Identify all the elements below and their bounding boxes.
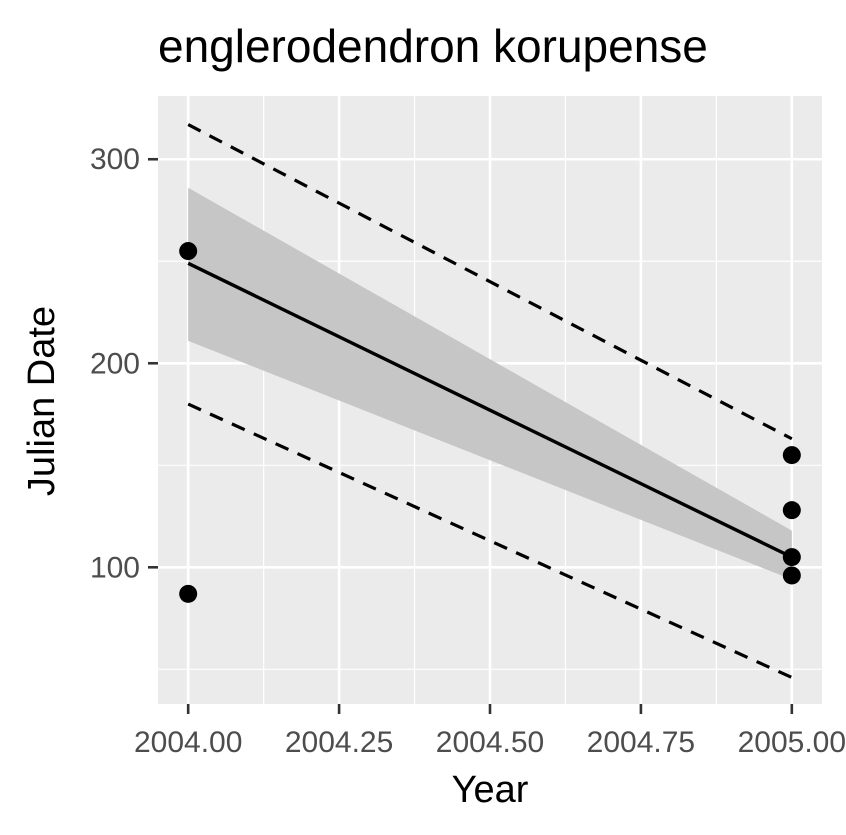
data-point [782, 566, 801, 585]
plot-panel [158, 96, 822, 704]
y-tick-label: 300 [90, 143, 140, 176]
x-tick-label: 2004.25 [285, 726, 393, 759]
prediction-lower-line [187, 402, 793, 679]
chart-title: englerodendron korupense [158, 20, 708, 72]
x-tick-label: 2004.00 [134, 726, 242, 759]
data-point [179, 242, 198, 261]
y-axis-ticks: 100 200 300 [90, 143, 158, 584]
fit-line [187, 261, 793, 559]
x-tick-label: 2004.75 [587, 726, 695, 759]
y-tick-label: 200 [90, 347, 140, 380]
data-point [782, 446, 801, 465]
y-axis-title: Julian Date [21, 306, 63, 496]
x-axis-title: Year [452, 769, 529, 811]
data-point [179, 584, 198, 603]
data-point [782, 548, 801, 567]
prediction-upper-line [187, 123, 793, 441]
data-point [782, 501, 801, 520]
x-tick-label: 2004.50 [436, 726, 544, 759]
confidence-band [188, 187, 792, 580]
y-tick-label: 100 [90, 551, 140, 584]
x-tick-label: 2005.00 [738, 726, 846, 759]
x-axis-ticks: 2004.00 2004.25 2004.50 2004.75 2005.00 [134, 704, 846, 759]
